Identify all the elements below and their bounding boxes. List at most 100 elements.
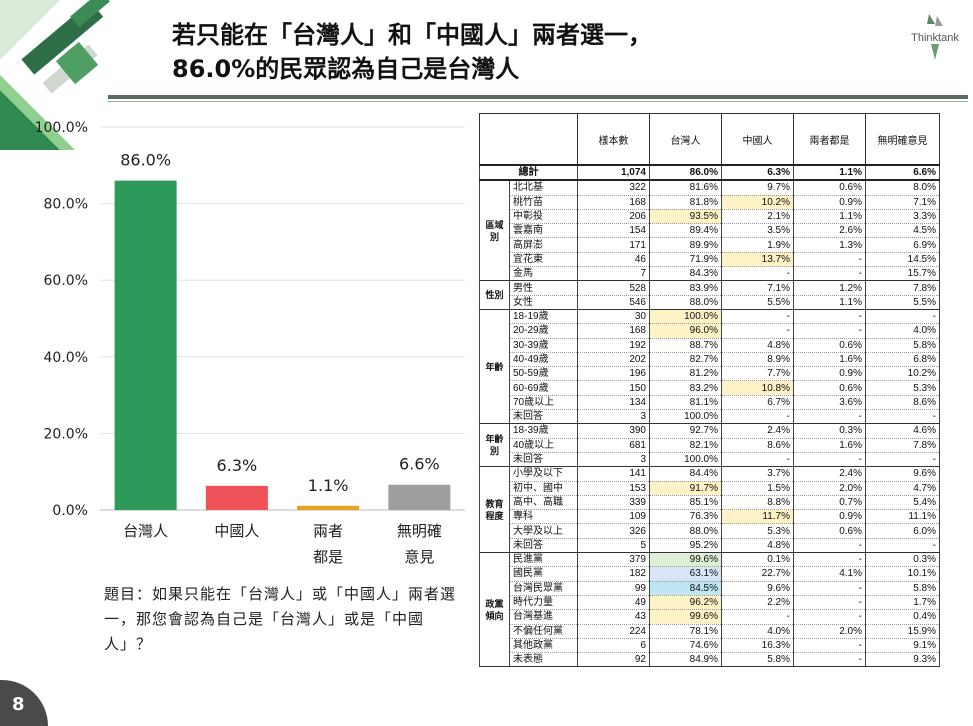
row-label: 台灣基進 bbox=[509, 609, 578, 625]
table-cell: 81.1% bbox=[649, 395, 722, 411]
x-tick-label: 中國人 bbox=[214, 522, 259, 540]
table-cell: 84.5% bbox=[649, 581, 722, 596]
table-cell: 96.0% bbox=[649, 323, 722, 339]
group-label: 年齡別 bbox=[479, 423, 510, 468]
table-cell: 0.4% bbox=[865, 609, 940, 625]
table-header-row: 樣本數 台灣人 中國人 兩者都是 無明確意見 bbox=[479, 113, 940, 166]
row-label: 18-39歲 bbox=[509, 423, 578, 439]
x-tick-label: 無明確 bbox=[397, 522, 442, 540]
row-label: 宜花東 bbox=[509, 252, 578, 268]
table-cell: 6.8% bbox=[865, 352, 940, 368]
table-row: 專科 109 76.3% 11.7% 0.9% 11.1% bbox=[480, 509, 940, 525]
table-row: 初中、國中 153 91.7% 1.5% 2.0% 4.7% bbox=[480, 481, 940, 496]
table-cell: - bbox=[793, 595, 866, 611]
table-row: 年齡別 18-39歲 390 92.7% 2.4% 0.3% 4.6% bbox=[479, 423, 940, 468]
logo-text: Thinktank bbox=[911, 32, 959, 44]
table-cell: 326 bbox=[577, 523, 650, 539]
table-row: 教育程度 小學及以下 141 84.4% 3.7% 2.4% 9.6% bbox=[479, 466, 940, 554]
table-cell: - bbox=[793, 552, 866, 568]
row-label: 台灣民眾黨 bbox=[509, 581, 578, 596]
table-cell: 49 bbox=[577, 595, 650, 611]
table-cell: 206 bbox=[577, 209, 650, 225]
row-label: 北北基 bbox=[509, 180, 578, 196]
table-row: 中彰投 206 93.5% 2.1% 1.1% 3.3% bbox=[480, 209, 940, 225]
table-cell: 546 bbox=[577, 295, 650, 310]
table-row: 未回答 3 100.0% - - - bbox=[480, 452, 940, 468]
table-cell: 1.1% bbox=[793, 295, 866, 310]
page-title: 若只能在「台灣人」和「中國人」兩者選一， 86.0%的民眾認為自己是台灣人 bbox=[172, 18, 652, 86]
table-cell: 6.0% bbox=[865, 523, 940, 539]
table-cell: 11.7% bbox=[721, 509, 794, 525]
y-tick-label: 60.0% bbox=[44, 273, 88, 289]
table-cell: 85.1% bbox=[649, 495, 722, 511]
table-cell: - bbox=[721, 309, 794, 325]
table-cell: 0.9% bbox=[793, 509, 866, 525]
table-cell: 10.8% bbox=[721, 380, 794, 396]
table-cell: 141 bbox=[577, 466, 650, 482]
table-cell: 168 bbox=[577, 323, 650, 339]
table-cell: 4.0% bbox=[865, 323, 940, 339]
table-row: 性別 男性 528 83.9% 7.1% 1.2% 7.8% bbox=[479, 280, 940, 310]
table-cell: 84.9% bbox=[649, 652, 722, 668]
table-cell: 5.3% bbox=[721, 523, 794, 539]
group-label: 教育程度 bbox=[479, 466, 510, 554]
table-cell: 88.0% bbox=[649, 295, 722, 310]
table-cell: 4.1% bbox=[793, 566, 866, 582]
bar bbox=[114, 180, 177, 510]
corner-decoration bbox=[0, 0, 150, 150]
page-number-badge: 8 bbox=[0, 680, 48, 726]
row-label: 初中、國中 bbox=[509, 481, 578, 496]
row-label: 金馬 bbox=[509, 266, 578, 282]
table-cell: 0.7% bbox=[793, 495, 866, 511]
table-cell: 99.6% bbox=[649, 609, 722, 625]
table-cell: 95.2% bbox=[649, 538, 722, 554]
table-cell: 84.4% bbox=[649, 466, 722, 482]
table-cell: - bbox=[793, 638, 866, 654]
table-cell: 2.1% bbox=[721, 209, 794, 225]
table-cell: - bbox=[793, 323, 866, 339]
row-label: 其他政黨 bbox=[509, 638, 578, 654]
table-cell: 100.0% bbox=[649, 409, 722, 425]
table-cell: 4.5% bbox=[865, 223, 940, 239]
table-cell: 5.4% bbox=[865, 495, 940, 511]
table-cell: - bbox=[793, 581, 866, 596]
logo-mark-icon bbox=[927, 14, 943, 60]
row-label: 總計 bbox=[479, 163, 578, 182]
row-label: 30-39歲 bbox=[509, 338, 578, 353]
table-row: 桃竹苗 168 81.8% 10.2% 0.9% 7.1% bbox=[480, 195, 940, 210]
table-cell: 63.1% bbox=[649, 566, 722, 582]
table-cell: 99.6% bbox=[649, 552, 722, 568]
table-cell: 9.3% bbox=[865, 652, 940, 668]
table-cell: 82.7% bbox=[649, 352, 722, 368]
table-cell: 8.8% bbox=[721, 495, 794, 511]
table-cell: 322 bbox=[577, 180, 650, 196]
table-row: 60-69歲 150 83.2% 10.8% 0.6% 5.3% bbox=[480, 380, 940, 396]
row-label: 桃竹苗 bbox=[509, 195, 578, 210]
table-row: 40-49歲 202 82.7% 8.9% 1.6% 6.8% bbox=[480, 352, 940, 368]
table-cell: 9.6% bbox=[865, 466, 940, 482]
table-cell: 2.4% bbox=[721, 423, 794, 439]
table-cell: 528 bbox=[577, 280, 650, 296]
row-label: 60-69歲 bbox=[509, 380, 578, 396]
table-cell: - bbox=[865, 309, 940, 325]
table-cell: 2.0% bbox=[793, 624, 866, 639]
table-cell: 93.5% bbox=[649, 209, 722, 225]
group-label: 性別 bbox=[479, 280, 510, 310]
table-cell: 3 bbox=[577, 409, 650, 425]
table-cell: 5.8% bbox=[865, 338, 940, 353]
table-row: 40歲以上 681 82.1% 8.6% 1.6% 7.8% bbox=[480, 438, 940, 453]
table-row: 台灣基進 43 99.6% - -0.4% bbox=[480, 609, 940, 625]
table-row: 女性 546 88.0% 5.5% 1.1% 5.5% bbox=[480, 295, 940, 310]
table-row: 國民黨 182 63.1% 22.7% 4.1% 10.1% bbox=[480, 566, 940, 582]
table-cell: 1.1% bbox=[793, 209, 866, 225]
table-cell: - bbox=[865, 452, 940, 468]
table-cell: 3.7% bbox=[721, 466, 794, 482]
table-cell: 43 bbox=[577, 609, 650, 625]
title-line-2: 86.0%的民眾認為自己是台灣人 bbox=[172, 55, 520, 83]
table-row: 未表態 92 84.9% 5.8% -9.3% bbox=[480, 652, 940, 668]
table-cell: 379 bbox=[577, 552, 650, 568]
table-cell: 154 bbox=[577, 223, 650, 239]
table-cell: 2.2% bbox=[721, 595, 794, 611]
table-cell: 192 bbox=[577, 338, 650, 353]
table-cell: 83.9% bbox=[649, 280, 722, 296]
